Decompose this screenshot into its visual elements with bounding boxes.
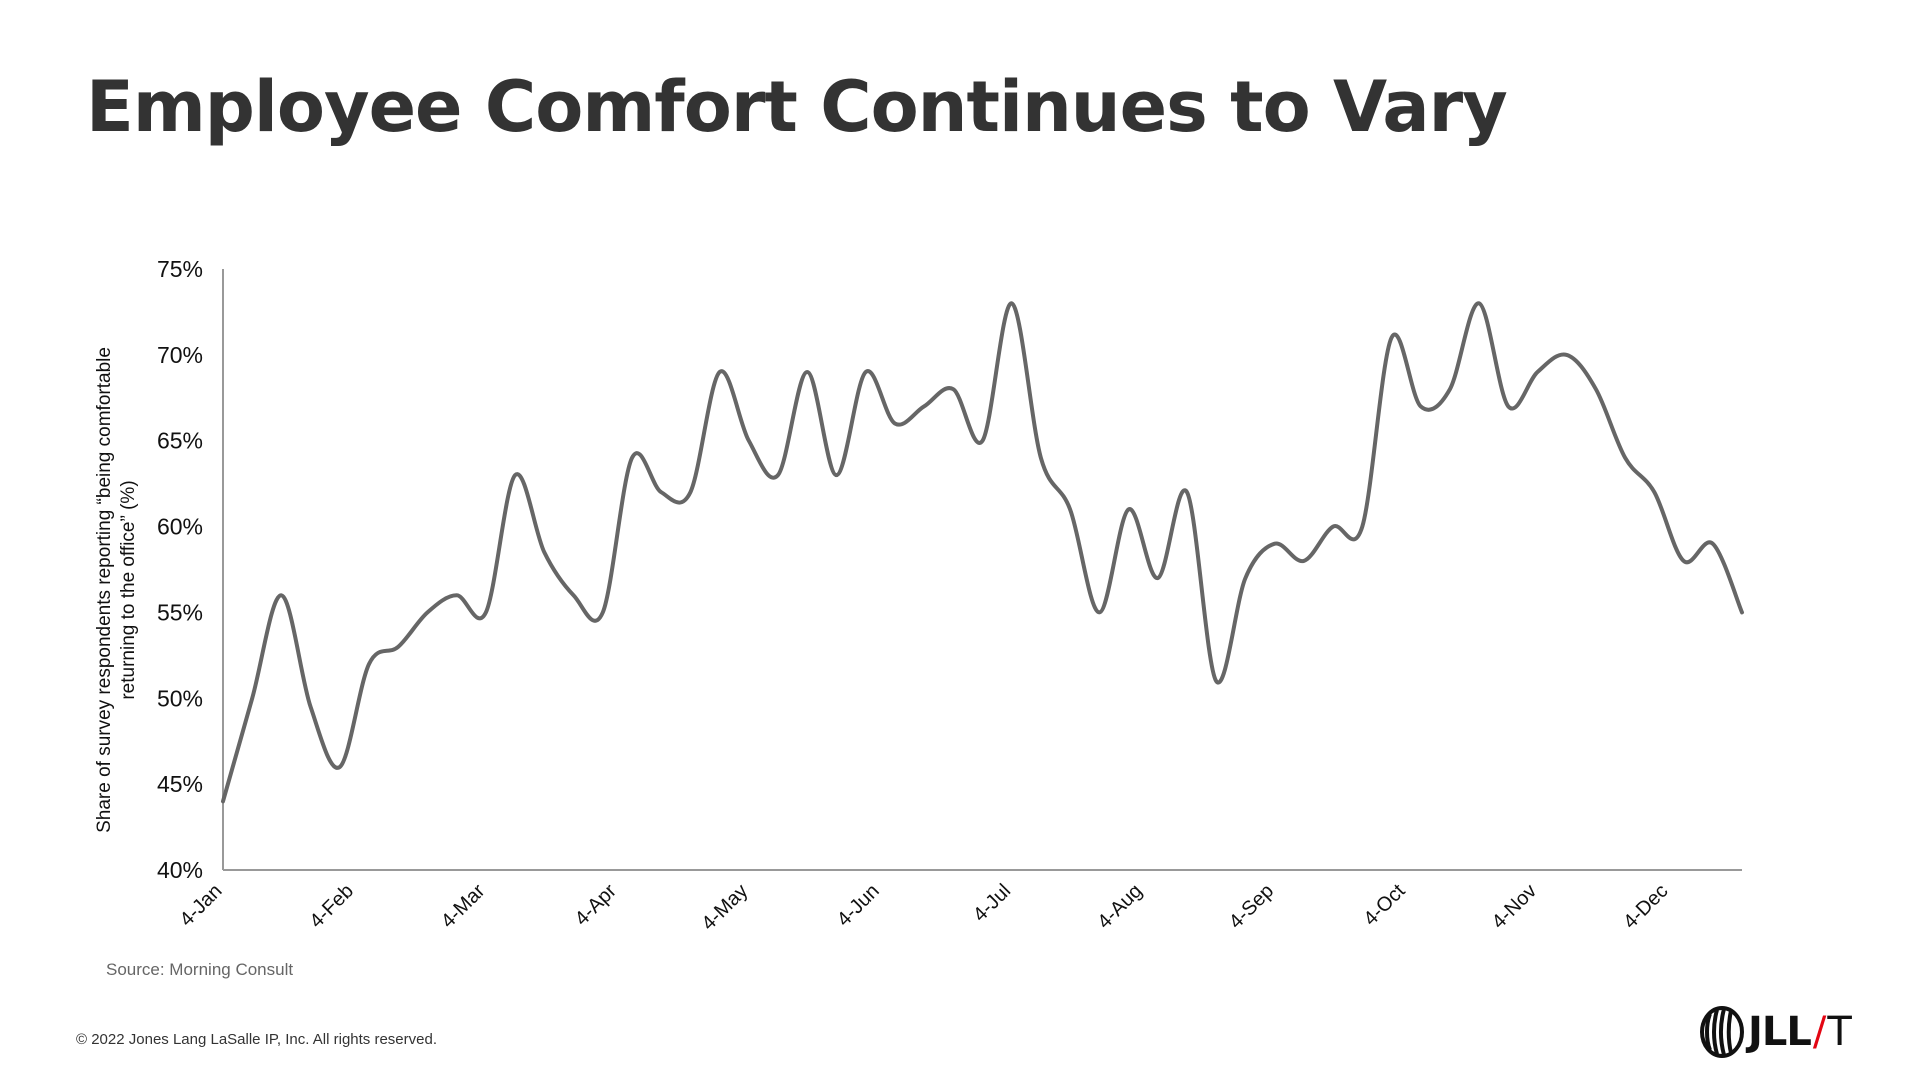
data-point <box>805 370 809 374</box>
data-point <box>1419 404 1423 408</box>
data-point <box>1390 336 1394 340</box>
y-tick-label: 60% <box>157 514 203 540</box>
data-point <box>1127 507 1131 511</box>
y-tick-label: 45% <box>157 771 203 797</box>
source-note: Source: Morning Consult <box>106 960 294 979</box>
x-tick-label: 4-Mar <box>437 880 490 933</box>
data-point <box>1448 387 1452 391</box>
data-point <box>1331 525 1335 529</box>
data-point <box>659 490 663 494</box>
data-point <box>1477 301 1481 305</box>
data-point <box>1652 490 1656 494</box>
data-point <box>309 705 313 709</box>
y-axis-title-line2: returning to the office” (%) <box>118 480 139 699</box>
jll-logo: JLL/T <box>1700 1004 1852 1060</box>
x-tick-label: 4-Feb <box>305 880 358 933</box>
data-point <box>1302 559 1306 563</box>
y-tick-label: 40% <box>157 857 203 883</box>
y-tick-label: 50% <box>157 685 203 711</box>
data-point <box>455 593 459 597</box>
x-tick-label: 4-May <box>697 880 752 935</box>
jll-logo-mark-icon <box>1700 1006 1744 1058</box>
data-point <box>601 610 605 614</box>
data-point <box>1156 576 1160 580</box>
series-group <box>221 301 1744 804</box>
data-point <box>484 610 488 614</box>
data-point <box>338 765 342 769</box>
x-tick-label: 4-Jul <box>969 880 1015 926</box>
data-point <box>834 473 838 477</box>
data-point <box>630 456 634 460</box>
y-tick-label: 75% <box>157 256 203 282</box>
data-point <box>542 550 546 554</box>
data-point <box>1565 353 1569 357</box>
data-point <box>572 593 576 597</box>
data-point <box>1214 679 1218 683</box>
x-tick-label: 4-Aug <box>1093 880 1146 933</box>
logo-suffix: T <box>1827 1009 1851 1055</box>
data-point <box>396 645 400 649</box>
y-tick-label: 70% <box>157 342 203 368</box>
x-tick-label: 4-Nov <box>1488 880 1541 933</box>
data-point <box>367 662 371 666</box>
data-point <box>1185 490 1189 494</box>
data-point <box>250 696 254 700</box>
data-point <box>1536 370 1540 374</box>
data-point <box>1010 301 1014 305</box>
data-point <box>951 387 955 391</box>
logo-slash: / <box>1812 1009 1827 1055</box>
copyright-notice: © 2022 Jones Lang LaSalle IP, Inc. All r… <box>76 1031 437 1048</box>
data-point <box>1360 525 1364 529</box>
data-point <box>513 473 517 477</box>
data-point <box>1711 542 1715 546</box>
page-title: Employee Comfort Continues to Vary <box>86 66 1508 148</box>
x-tick-label: 4-Sep <box>1225 880 1278 933</box>
x-tick-label: 4-Oct <box>1359 880 1409 930</box>
data-point <box>1273 542 1277 546</box>
x-tick-label: 4-Jan <box>176 880 227 931</box>
y-tick-label: 65% <box>157 428 203 454</box>
data-point <box>1594 387 1598 391</box>
data-point <box>718 370 722 374</box>
x-tick-labels: 4-Jan 4-Feb 4-Mar 4-Apr 4-May 4-Jun 4-Jul 4-Aug… <box>176 880 1673 935</box>
x-tick-label: 4-Jun <box>833 880 884 931</box>
x-tick-label: 4-Apr <box>571 880 621 930</box>
data-point <box>747 439 751 443</box>
data-point <box>279 593 283 597</box>
data-point <box>1623 456 1627 460</box>
data-point <box>1740 610 1744 614</box>
y-axis-title-line1: Share of survey respondents reporting “b… <box>94 347 115 833</box>
data-point <box>893 422 897 426</box>
data-point <box>1506 404 1510 408</box>
y-tick-label: 55% <box>157 599 203 625</box>
data-point <box>688 490 692 494</box>
data-point <box>1039 456 1043 460</box>
data-point <box>981 439 985 443</box>
data-point <box>1682 559 1686 563</box>
data-point <box>426 610 430 614</box>
data-point <box>776 473 780 477</box>
data-point <box>1243 576 1247 580</box>
data-point <box>922 404 926 408</box>
chart-axes <box>222 269 1742 871</box>
logo-brand: JLL <box>1748 1009 1812 1055</box>
jll-logo-text: JLL/T <box>1748 1009 1852 1055</box>
data-point <box>221 799 225 803</box>
data-point <box>1097 610 1101 614</box>
data-point <box>864 370 868 374</box>
y-axis-title: Share of survey respondents reporting “b… <box>94 347 139 833</box>
data-point <box>1068 507 1072 511</box>
y-tick-labels: 40% 45% 50% 55% 60% 65% 70% 75% <box>157 256 203 883</box>
x-tick-label: 4-Dec <box>1619 880 1672 933</box>
series-line <box>221 301 1744 804</box>
